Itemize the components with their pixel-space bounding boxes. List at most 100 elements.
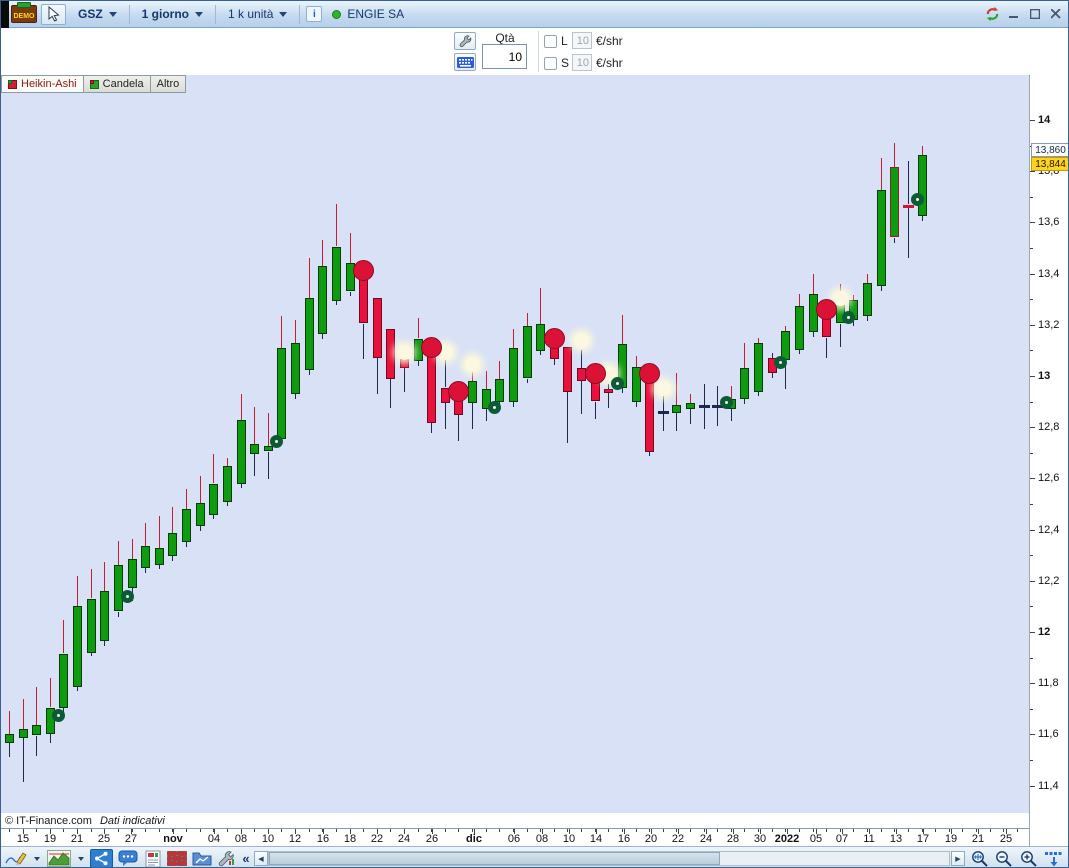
chart-scrollbar-thumb[interactable] [269, 852, 720, 865]
candle [114, 565, 123, 611]
candle-wick-high [894, 143, 895, 167]
time-minor-tick [731, 829, 732, 832]
buy-signal-marker [911, 193, 924, 206]
time-tick [474, 829, 475, 834]
units-dropdown[interactable]: 1 k unità [222, 4, 293, 25]
candle-wick-high [336, 204, 337, 246]
candle [795, 306, 804, 350]
share-button[interactable] [90, 849, 113, 867]
collapse-toolbar-button[interactable]: « [238, 849, 254, 867]
time-minor-tick [63, 829, 64, 832]
chart-scrollbar-track[interactable] [268, 851, 950, 866]
zoom-in-icon [1021, 850, 1037, 867]
candle [359, 277, 368, 323]
candle-wick-high [922, 146, 923, 155]
time-minor-tick [622, 829, 623, 832]
indicators-button[interactable] [46, 849, 72, 867]
candle-wick-low [145, 568, 146, 573]
time-minor-tick [976, 829, 977, 832]
scroll-right-icon: ▶ [955, 855, 961, 863]
long-stop-checkbox[interactable] [544, 35, 557, 48]
time-minor-tick [908, 829, 909, 832]
candle [672, 405, 681, 413]
order-settings-button[interactable] [454, 32, 476, 50]
candle-wick-low [118, 612, 119, 617]
zoom-fit-button[interactable] [967, 849, 991, 867]
time-minor-tick [486, 829, 487, 832]
price-minor-tick [1030, 299, 1033, 300]
scroll-right-button[interactable]: ▶ [951, 851, 965, 866]
candle-wick-low [785, 361, 786, 389]
sync-button[interactable] [984, 6, 1001, 22]
candle [890, 167, 899, 237]
candle [332, 247, 341, 301]
time-minor-tick [390, 829, 391, 832]
scroll-left-button[interactable]: ◀ [254, 851, 268, 866]
sell-signal-marker [544, 328, 565, 349]
candle-wick-high [63, 620, 64, 653]
draw-tool-button[interactable] [4, 849, 28, 867]
candle-wick-high [200, 476, 201, 503]
chart-canvas[interactable]: Heikin-Ashi Candela Altro [1, 75, 1029, 813]
tab-candela[interactable]: Candela [83, 75, 151, 93]
info-button[interactable]: i [306, 6, 323, 22]
indicators-dropdown[interactable] [74, 852, 87, 866]
share-icon [95, 851, 108, 866]
news-button[interactable] [142, 849, 163, 867]
detach-panel-button[interactable] [1042, 849, 1066, 867]
candle [686, 403, 695, 409]
keyboard-order-button[interactable] [454, 53, 476, 71]
time-tick [978, 829, 979, 834]
symbol-dropdown[interactable]: GSZ [72, 4, 123, 25]
workspace-button[interactable] [190, 849, 213, 867]
time-minor-tick [281, 829, 282, 832]
time-tick [268, 829, 269, 834]
short-stop-input[interactable] [572, 54, 592, 71]
candle-wick-low [445, 403, 446, 429]
candle [5, 734, 14, 743]
quantity-input[interactable] [482, 44, 527, 69]
short-stop-checkbox[interactable] [544, 57, 557, 70]
zoom-out-button[interactable] [992, 849, 1015, 867]
tab-altro[interactable]: Altro [150, 75, 187, 93]
candle-wick-high [132, 539, 133, 559]
price-tick [1030, 120, 1035, 121]
chat-button[interactable] [116, 849, 139, 867]
time-minor-tick [227, 829, 228, 832]
close-button[interactable] [1047, 6, 1064, 22]
candle-wick-low [418, 361, 419, 366]
price-tick-label: 11,4 [1038, 780, 1059, 792]
price-axis[interactable]: 13,860 13,844 14 13,8 13,6 13,4 13,2 13 12,8 12… [1029, 75, 1068, 846]
time-tick [896, 829, 897, 834]
time-tick [323, 829, 324, 834]
demo-badge-cap [17, 2, 31, 8]
time-axis[interactable]: 15 19 21 25 27 nov 04 08 10 12 16 18 22 24 26 dic 06 08 10… [1, 828, 1029, 846]
orderbook-button[interactable] [165, 849, 188, 867]
time-tick-label: dic [466, 833, 482, 845]
keyboard-icon [456, 56, 474, 68]
time-tick [596, 829, 597, 834]
buy-signal-marker [842, 311, 855, 324]
price-tick-label: 13 [1038, 370, 1051, 382]
candle-wick-high [499, 361, 500, 379]
candle-wick-high [186, 489, 187, 509]
sell-signal-marker [639, 363, 660, 384]
minimize-button[interactable] [1005, 6, 1022, 22]
chart-settings-button[interactable] [214, 849, 237, 867]
candle-wick-low [213, 514, 214, 519]
zoom-in-button[interactable] [1017, 849, 1040, 867]
long-stop-input[interactable] [572, 32, 592, 49]
candle-wick-low [363, 324, 364, 359]
candle-wick-low [704, 407, 705, 429]
candle-wick-high [881, 158, 882, 190]
pointer-tool-button[interactable] [41, 3, 66, 25]
candle [32, 725, 41, 735]
time-tick-label: 19 [944, 833, 958, 845]
time-minor-tick [744, 829, 745, 832]
time-tick [706, 829, 707, 834]
tab-heikin-ashi[interactable]: Heikin-Ashi [1, 75, 84, 93]
timeframe-dropdown[interactable]: 1 giorno [136, 4, 209, 25]
maximize-button[interactable] [1026, 6, 1043, 22]
draw-tool-dropdown[interactable] [30, 852, 43, 866]
time-minor-tick [567, 829, 568, 832]
